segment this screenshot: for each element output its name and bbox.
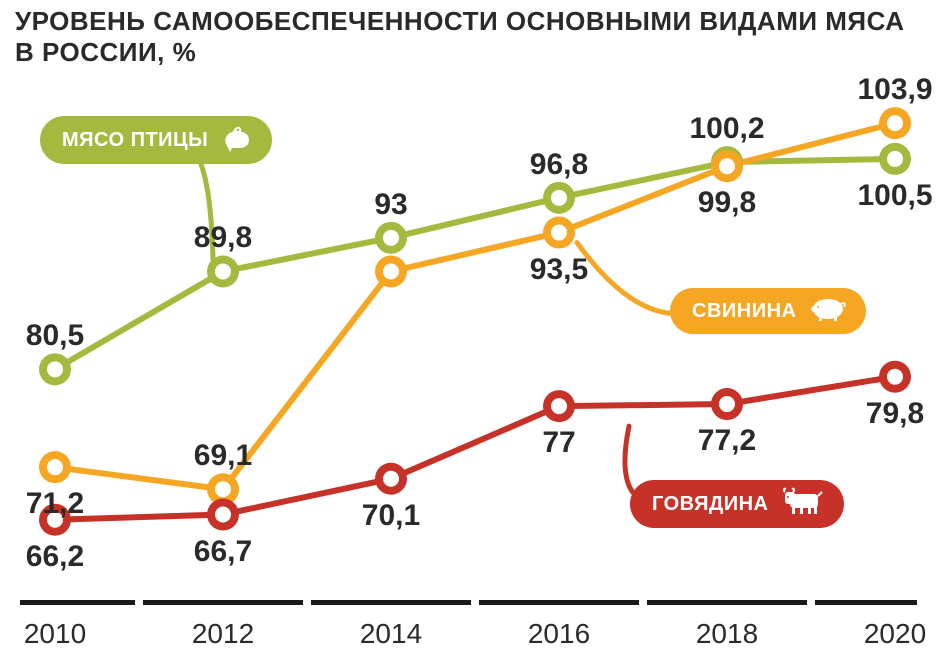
legend-poultry: МЯСО ПТИЦЫ xyxy=(40,116,272,164)
title-line1: УРОВЕНЬ САМООБЕСПЕЧЕННОСТИ ОСНОВНЫМИ ВИД… xyxy=(15,6,905,36)
series-value: 79,8 xyxy=(866,397,924,431)
legend-beef: ГОВЯДИНА xyxy=(630,480,844,528)
series-value: 93,5 xyxy=(530,253,588,287)
series-value: 70,1 xyxy=(362,499,420,533)
chart-title: УРОВЕНЬ САМООБЕСПЕЧЕННОСТИ ОСНОВНЫМИ ВИД… xyxy=(15,6,905,68)
chicken-icon xyxy=(220,122,254,158)
x-axis-year: 2012 xyxy=(192,618,254,650)
x-axis-year: 2014 xyxy=(360,618,422,650)
title-line2: В РОССИИ, % xyxy=(15,37,196,67)
legend-pork: СВИНИНА xyxy=(670,288,866,334)
series-value: 69,1 xyxy=(194,439,252,473)
series-value: 66,2 xyxy=(26,540,84,574)
pig-icon xyxy=(808,294,848,328)
series-value: 80,5 xyxy=(26,319,84,353)
series-value: 96,8 xyxy=(530,148,588,182)
series-value: 71,2 xyxy=(26,487,84,521)
x-axis-year: 2016 xyxy=(528,618,590,650)
series-value: 100,2 xyxy=(689,112,764,146)
cow-icon xyxy=(780,486,826,522)
series-value: 66,7 xyxy=(194,535,252,569)
series-value: 89,8 xyxy=(194,221,252,255)
series-value: 103,9 xyxy=(857,73,932,107)
series-value: 100,5 xyxy=(857,179,932,213)
x-axis-year: 2020 xyxy=(864,618,926,650)
series-value: 77 xyxy=(542,426,575,460)
series-value: 77,2 xyxy=(698,424,756,458)
x-axis-year: 2010 xyxy=(24,618,86,650)
x-axis-year: 2018 xyxy=(696,618,758,650)
legend-poultry-label: МЯСО ПТИЦЫ xyxy=(62,129,208,152)
legend-beef-label: ГОВЯДИНА xyxy=(652,493,768,516)
legend-pork-label: СВИНИНА xyxy=(692,300,796,323)
series-value: 99,8 xyxy=(698,186,756,220)
series-value: 93 xyxy=(374,188,407,222)
